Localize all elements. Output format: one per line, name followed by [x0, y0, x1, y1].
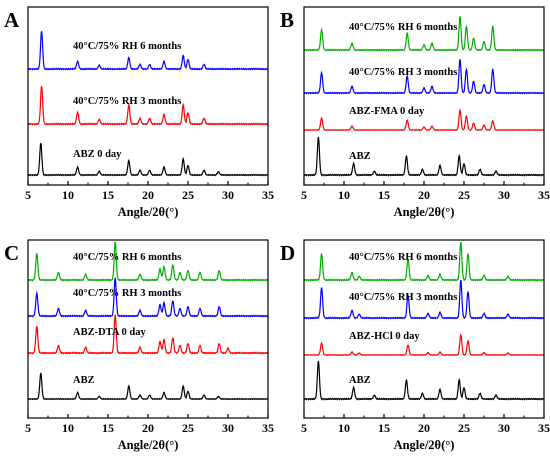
panel-letter: D — [280, 241, 295, 265]
series-label: ABZ — [349, 375, 371, 386]
series-label: 40°C/75% RH 3 months — [73, 288, 181, 299]
diffraction-line — [27, 277, 269, 318]
x-tick-label: 15 — [378, 421, 390, 435]
panel-b: B ABZ ABZ-FMA 0 day 40°C/75% RH 3 months 40°… — [280, 6, 550, 219]
series-label: 40°C/75% RH 6 months — [349, 22, 457, 33]
panel-d: D ABZ ABZ-HCl 0 day 40°C/75% RH 3 months 40°… — [280, 239, 550, 452]
x-tick-label: 25 — [182, 188, 194, 202]
panel-letter: B — [280, 8, 294, 32]
x-tick-label: 20 — [142, 188, 154, 202]
x-tick-label: 5 — [25, 421, 31, 435]
series-1: ABZ 0 day — [27, 142, 269, 177]
x-tick-label: 35 — [538, 188, 550, 202]
diffraction-line — [303, 332, 545, 357]
diffraction-line — [27, 314, 269, 355]
x-tick-label: 15 — [378, 188, 390, 202]
plot-frame — [27, 239, 269, 419]
series-label: 40°C/75% RH 6 months — [73, 252, 181, 263]
x-tick-label: 35 — [538, 421, 550, 435]
x-tick-label: 5 — [301, 188, 307, 202]
panel-c: C ABZ ABZ-DTA 0 day 40°C/75% RH 3 months 40°… — [4, 239, 274, 452]
diffraction-line — [303, 108, 545, 132]
x-tick-label: 5 — [301, 421, 307, 435]
series-label: 40°C/75% RH 3 months — [349, 292, 457, 303]
series-2: 40°C/75% RH 3 months — [27, 86, 269, 126]
x-tick-label: 20 — [418, 421, 430, 435]
series-label: 40°C/75% RH 3 months — [73, 96, 181, 107]
series-2: ABZ-FMA 0 day — [303, 106, 545, 132]
x-tick-label: 25 — [182, 421, 194, 435]
series-label: 40°C/75% RH 6 months — [349, 252, 457, 263]
panel-a: A ABZ 0 day 40°C/75% RH 3 months 40°C/75% R… — [4, 6, 274, 219]
x-tick-label: 10 — [62, 188, 74, 202]
series-2: ABZ-HCl 0 day — [303, 331, 545, 357]
series-4: 40°C/75% RH 6 months — [303, 241, 545, 282]
series-4: 40°C/75% RH 6 months — [303, 16, 545, 52]
series-label: ABZ-FMA 0 day — [349, 106, 425, 117]
diffraction-line — [27, 86, 269, 126]
diffraction-line — [303, 59, 545, 95]
plot-frame — [303, 6, 545, 186]
x-tick-label: 30 — [498, 188, 510, 202]
x-tick-label: 30 — [222, 188, 234, 202]
series-1: ABZ — [303, 136, 545, 177]
x-tick-label: 15 — [102, 421, 114, 435]
x-axis-title: Angle/2θ(°) — [394, 438, 455, 452]
diffraction-line — [303, 136, 545, 177]
x-axis-title: Angle/2θ(°) — [394, 205, 455, 219]
series-label: ABZ — [349, 151, 371, 162]
series-label: 40°C/75% RH 6 months — [73, 41, 181, 52]
diffraction-line — [303, 16, 545, 52]
x-tick-label: 5 — [25, 188, 31, 202]
x-tick-label: 20 — [418, 188, 430, 202]
x-axis-title: Angle/2θ(°) — [118, 205, 179, 219]
x-tick-label: 10 — [62, 421, 74, 435]
panel-letter: A — [4, 8, 20, 32]
series-1: ABZ — [27, 372, 269, 401]
diffraction-line — [27, 142, 269, 177]
x-tick-label: 35 — [262, 421, 274, 435]
series-1: ABZ — [303, 360, 545, 401]
diffraction-line — [27, 31, 269, 71]
series-3: 40°C/75% RH 3 months — [303, 59, 545, 95]
series-3: 40°C/75% RH 6 months — [27, 31, 269, 71]
plot-frame — [303, 239, 545, 419]
diffraction-line — [27, 372, 269, 401]
series-3: 40°C/75% RH 3 months — [303, 279, 545, 320]
series-label: ABZ-HCl 0 day — [349, 331, 420, 342]
x-tick-label: 10 — [338, 188, 350, 202]
series-2: ABZ-DTA 0 day — [27, 314, 269, 355]
panel-letter: C — [4, 241, 19, 265]
x-tick-label: 15 — [102, 188, 114, 202]
diffraction-line — [303, 241, 545, 282]
x-tick-label: 30 — [498, 421, 510, 435]
series-label: ABZ-DTA 0 day — [73, 327, 146, 338]
x-tick-label: 20 — [142, 421, 154, 435]
series-label: 40°C/75% RH 3 months — [349, 67, 457, 78]
series-3: 40°C/75% RH 3 months — [27, 277, 269, 318]
diffraction-line — [303, 360, 545, 401]
x-tick-label: 35 — [262, 188, 274, 202]
x-tick-label: 10 — [338, 421, 350, 435]
series-4: 40°C/75% RH 6 months — [27, 241, 269, 282]
x-axis-title: Angle/2θ(°) — [118, 438, 179, 452]
series-label: ABZ 0 day — [73, 149, 122, 160]
x-tick-label: 25 — [458, 421, 470, 435]
series-label: ABZ — [73, 375, 95, 386]
diffraction-line — [303, 279, 545, 320]
diffraction-line — [27, 241, 269, 282]
x-tick-label: 30 — [222, 421, 234, 435]
x-tick-label: 25 — [458, 188, 470, 202]
